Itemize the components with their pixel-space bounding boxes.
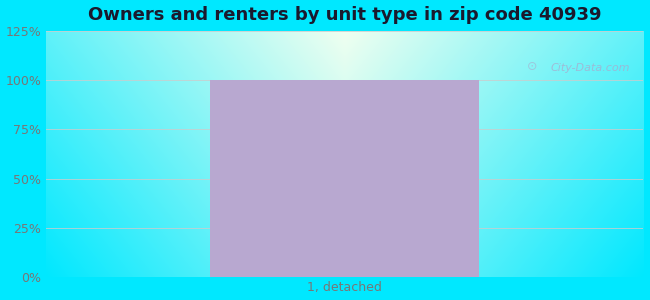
Text: City-Data.com: City-Data.com — [551, 63, 630, 73]
Title: Owners and renters by unit type in zip code 40939: Owners and renters by unit type in zip c… — [88, 6, 601, 24]
Text: ⊙: ⊙ — [527, 60, 538, 73]
Bar — [210, 80, 479, 277]
